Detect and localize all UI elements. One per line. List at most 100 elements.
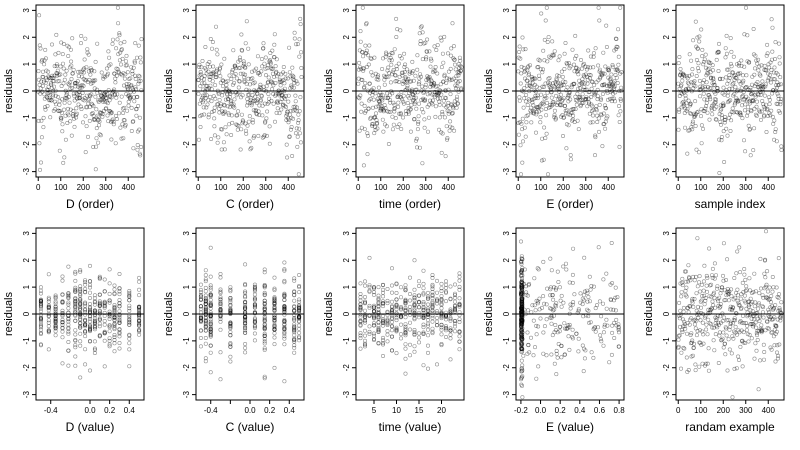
residual-point: [389, 307, 394, 312]
residual-point: [283, 71, 288, 76]
residual-point: [292, 324, 297, 329]
y-tick-label: 3: [502, 231, 511, 236]
residual-point: [380, 342, 385, 347]
residual-point: [73, 81, 78, 86]
residual-point: [412, 298, 417, 303]
residual-point: [228, 311, 233, 316]
residual-point: [564, 267, 569, 272]
residual-point: [532, 276, 537, 281]
residual-point: [272, 315, 277, 320]
residual-point: [357, 60, 362, 65]
residual-point: [531, 96, 536, 101]
residual-point: [208, 333, 213, 338]
residual-point: [358, 307, 363, 312]
residual-point: [216, 90, 221, 95]
residual-point: [403, 76, 408, 81]
residual-point: [394, 281, 399, 286]
residual-point: [439, 325, 444, 330]
residual-point: [127, 317, 132, 322]
residual-point: [518, 239, 523, 244]
residual-point: [577, 97, 582, 102]
residual-point: [428, 77, 433, 82]
residual-point: [362, 299, 367, 304]
residual-point: [756, 57, 761, 62]
residual-point: [544, 113, 549, 118]
residual-point: [414, 87, 419, 92]
residual-point: [107, 336, 112, 341]
residual-point: [591, 65, 596, 70]
residual-point: [537, 307, 542, 312]
residual-point: [727, 86, 732, 91]
residual-point: [252, 289, 257, 294]
residual-point: [78, 95, 83, 100]
residual-point: [295, 81, 300, 86]
residual-point: [455, 70, 460, 75]
residual-point: [208, 319, 213, 324]
residual-point: [78, 320, 83, 325]
residual-point: [100, 114, 105, 119]
residual-point: [699, 141, 704, 146]
residual-point: [520, 290, 525, 295]
residual-point: [593, 133, 598, 138]
residual-point: [102, 329, 107, 334]
residual-point: [408, 88, 413, 93]
residual-point: [362, 308, 367, 313]
residual-point: [297, 335, 302, 340]
residual-point: [568, 153, 573, 158]
residual-point: [227, 88, 232, 93]
residual-point: [292, 308, 297, 313]
residual-point: [294, 109, 299, 114]
residual-point: [520, 127, 525, 132]
residual-point: [117, 301, 122, 306]
residual-point: [298, 16, 303, 21]
y-tick-label: -1: [502, 114, 511, 122]
residual-point: [104, 95, 109, 100]
residual-point: [531, 318, 536, 323]
residual-point: [376, 320, 381, 325]
residual-point: [551, 308, 556, 313]
residual-point: [604, 306, 609, 311]
residual-point: [558, 92, 563, 97]
residual-point: [398, 304, 403, 309]
residual-point: [127, 315, 132, 320]
residual-point: [44, 87, 49, 92]
residual-point: [216, 106, 221, 111]
residual-point: [402, 65, 407, 70]
residual-point: [601, 277, 606, 282]
residual-point: [724, 126, 729, 131]
residual-point: [94, 144, 99, 149]
residual-point: [38, 301, 43, 306]
residual-point: [86, 101, 91, 106]
residual-point: [63, 113, 68, 118]
residual-point: [105, 113, 110, 118]
residual-points: [36, 5, 144, 172]
residual-point: [418, 72, 423, 77]
residual-point: [252, 98, 257, 103]
residual-point: [519, 284, 524, 289]
residual-point: [218, 291, 223, 296]
residual-point: [519, 301, 524, 306]
residual-point: [273, 93, 278, 98]
residual-point: [252, 325, 257, 330]
residual-point: [122, 76, 127, 81]
residual-point: [38, 298, 43, 303]
residual-point: [776, 292, 781, 297]
residual-point: [37, 43, 42, 48]
residual-point: [243, 345, 248, 350]
residual-point: [577, 95, 582, 100]
residual-point: [519, 285, 524, 290]
residual-point: [761, 305, 766, 310]
residual-point: [561, 264, 566, 269]
residual-point: [693, 368, 698, 373]
residual-point: [616, 54, 621, 59]
residual-point: [452, 62, 457, 67]
residual-point: [236, 123, 241, 128]
residual-point: [102, 300, 107, 305]
residual-point: [379, 106, 384, 111]
residual-point: [394, 282, 399, 287]
residual-point: [228, 299, 233, 304]
residual-point: [554, 103, 559, 108]
residual-point: [717, 112, 722, 117]
residual-point: [403, 356, 408, 361]
residual-point: [759, 83, 764, 88]
